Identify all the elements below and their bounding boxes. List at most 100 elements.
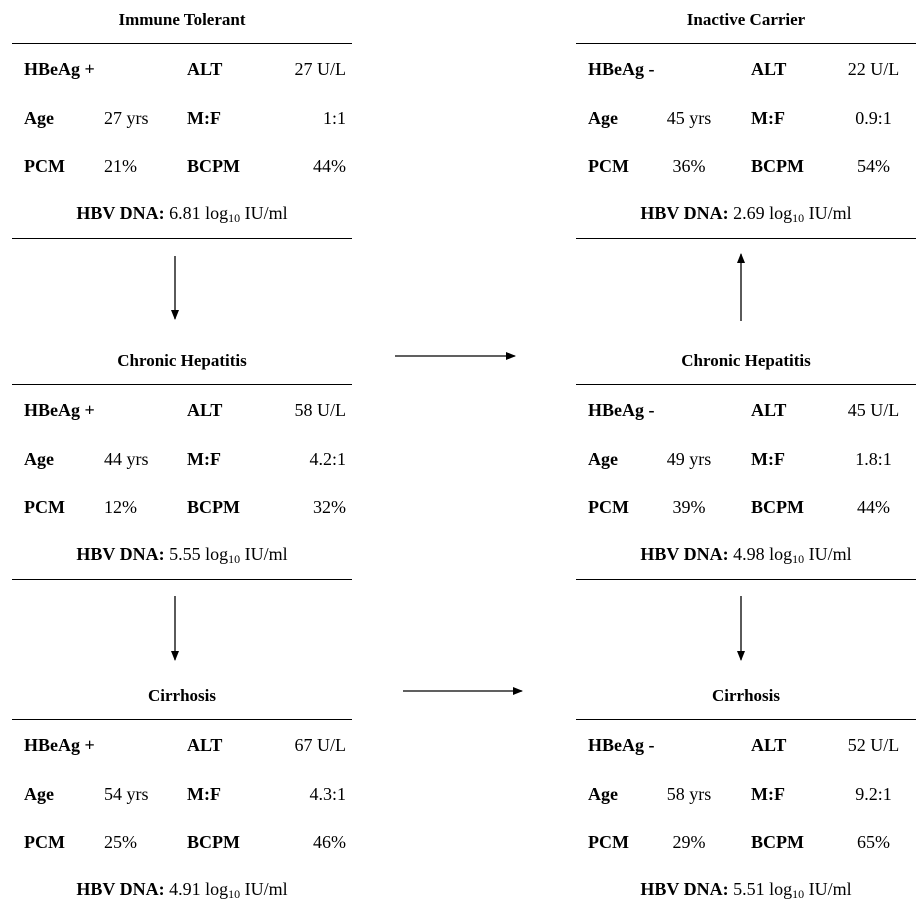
pcm-value: 25% <box>104 832 137 852</box>
log-text: log <box>769 203 793 223</box>
bcpm-label: BCPM <box>187 832 240 852</box>
hbv-dna-line: HBV DNA: 4.91 log10 IU/ml <box>12 879 352 900</box>
alt-label: ALT <box>187 735 223 755</box>
hbeag-status: HBeAg - <box>588 400 655 420</box>
hbv-dna-label: HBV DNA: <box>76 203 165 223</box>
alt-label: ALT <box>187 59 223 79</box>
pcm-label: PCM <box>588 832 629 852</box>
hbeag-alt-row: HBeAg + ALT 58 U/L <box>12 400 352 424</box>
hbeag-alt-row: HBeAg - ALT 52 U/L <box>576 735 916 759</box>
bcpm-value: 32% <box>313 497 346 517</box>
mf-ratio-value: 4.2:1 <box>309 449 346 469</box>
log-base: 10 <box>792 552 805 566</box>
log-base: 10 <box>228 211 241 225</box>
bcpm-value: 54% <box>857 156 890 176</box>
log-text: log <box>769 544 793 564</box>
age-mf-row: Age 49 yrs M:F 1.8:1 <box>576 449 916 473</box>
bcpm-label: BCPM <box>187 156 240 176</box>
hbeag-alt-row: HBeAg - ALT 45 U/L <box>576 400 916 424</box>
bcpm-label: BCPM <box>751 832 804 852</box>
mf-ratio-value: 4.3:1 <box>309 784 346 804</box>
alt-value: 27 U/L <box>294 59 347 79</box>
top-rule <box>576 384 916 385</box>
pcm-bcpm-row: PCM 36% BCPM 54% <box>576 156 916 180</box>
hbv-dna-value: 6.81 <box>169 203 201 223</box>
pcm-label: PCM <box>588 156 629 176</box>
age-label: Age <box>588 784 618 804</box>
hbv-dna-value: 5.51 <box>733 879 765 899</box>
hbeag-status: HBeAg - <box>588 59 655 79</box>
hbv-dna-unit: IU/ml <box>808 544 852 564</box>
mf-label: M:F <box>751 108 785 128</box>
pcm-label: PCM <box>24 156 65 176</box>
bcpm-label: BCPM <box>751 156 804 176</box>
age-mf-row: Age 58 yrs M:F 9.2:1 <box>576 784 916 808</box>
age-value: 54 yrs <box>104 784 149 804</box>
phase-title: Immune Tolerant <box>118 10 246 29</box>
bottom-rule <box>576 238 916 239</box>
mf-label: M:F <box>187 784 221 804</box>
hbeag-status: HBeAg + <box>24 735 95 755</box>
pcm-value: 39% <box>672 497 706 517</box>
top-rule <box>576 43 916 44</box>
phase-box-ci-pos: Cirrhosis HBeAg + ALT 67 U/L Age 54 yrs M:F 4.3… <box>12 676 352 906</box>
hbv-dna-label: HBV DNA: <box>640 544 729 564</box>
age-mf-row: Age 54 yrs M:F 4.3:1 <box>12 784 352 808</box>
hbv-dna-line: HBV DNA: 6.81 log10 IU/ml <box>12 203 352 224</box>
pcm-bcpm-row: PCM 25% BCPM 46% <box>12 832 352 856</box>
mf-ratio-value: 1.8:1 <box>855 449 892 469</box>
hbeag-alt-row: HBeAg - ALT 22 U/L <box>576 59 916 83</box>
phase-title: Chronic Hepatitis <box>117 351 247 370</box>
age-value: 27 yrs <box>104 108 149 128</box>
mf-label: M:F <box>187 449 221 469</box>
hbv-dna-label: HBV DNA: <box>76 879 165 899</box>
phase-title: Cirrhosis <box>148 686 216 705</box>
mf-label: M:F <box>751 784 785 804</box>
pcm-value: 12% <box>104 497 137 517</box>
pcm-value: 29% <box>672 832 706 852</box>
hbeag-alt-row: HBeAg + ALT 27 U/L <box>12 59 352 83</box>
bcpm-value: 44% <box>857 497 890 517</box>
age-value: 45 yrs <box>666 108 712 128</box>
phase-box-it: Immune Tolerant HBeAg + ALT 27 U/L Age 27 yrs… <box>12 0 352 239</box>
pcm-bcpm-row: PCM 39% BCPM 44% <box>576 497 916 521</box>
pcm-value: 36% <box>672 156 706 176</box>
pcm-bcpm-row: PCM 12% BCPM 32% <box>12 497 352 521</box>
alt-value: 22 U/L <box>847 59 900 79</box>
pcm-label: PCM <box>588 497 629 517</box>
hbeag-status: HBeAg + <box>24 59 95 79</box>
mf-ratio-value: 9.2:1 <box>855 784 892 804</box>
bcpm-label: BCPM <box>751 497 804 517</box>
pcm-label: PCM <box>24 832 65 852</box>
age-value: 44 yrs <box>104 449 149 469</box>
phase-box-ch-neg: Chronic Hepatitis HBeAg - ALT 45 U/L Age 49 y… <box>576 341 916 580</box>
pcm-label: PCM <box>24 497 65 517</box>
hbv-dna-unit: IU/ml <box>808 879 852 899</box>
age-label: Age <box>24 108 54 128</box>
phase-title: Cirrhosis <box>712 686 780 705</box>
hbv-dna-value: 2.69 <box>733 203 765 223</box>
pcm-bcpm-row: PCM 29% BCPM 65% <box>576 832 916 856</box>
alt-value: 67 U/L <box>294 735 347 755</box>
hbv-dna-label: HBV DNA: <box>640 203 729 223</box>
hbeag-alt-row: HBeAg + ALT 67 U/L <box>12 735 352 759</box>
hbv-dna-label: HBV DNA: <box>640 879 729 899</box>
alt-label: ALT <box>751 59 787 79</box>
hbv-dna-label: HBV DNA: <box>76 544 165 564</box>
alt-label: ALT <box>751 735 787 755</box>
phase-title: Chronic Hepatitis <box>681 351 811 370</box>
hbv-dna-unit: IU/ml <box>808 203 852 223</box>
age-label: Age <box>24 449 54 469</box>
hbv-dna-line: HBV DNA: 4.98 log10 IU/ml <box>576 544 916 565</box>
hbv-dna-value: 5.55 <box>169 544 201 564</box>
top-rule <box>576 719 916 720</box>
age-value: 58 yrs <box>666 784 712 804</box>
hbeag-status: HBeAg - <box>588 735 655 755</box>
bottom-rule <box>12 579 352 580</box>
top-rule <box>12 43 352 44</box>
phase-box-ci-neg: Cirrhosis HBeAg - ALT 52 U/L Age 58 yrs M:F 9.2… <box>576 676 916 906</box>
bottom-rule <box>12 238 352 239</box>
log-text: log <box>205 203 229 223</box>
age-mf-row: Age 44 yrs M:F 4.2:1 <box>12 449 352 473</box>
alt-label: ALT <box>751 400 787 420</box>
